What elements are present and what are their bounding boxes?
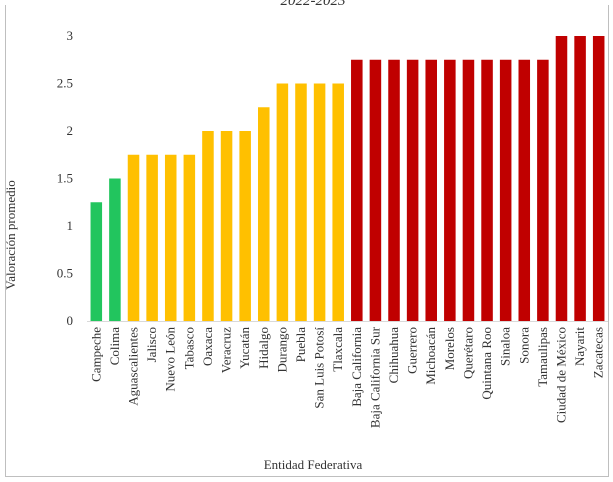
bar	[425, 59, 438, 321]
bar	[164, 154, 177, 321]
x-tick-label: Tabasco	[181, 327, 196, 369]
x-axis-label: Entidad Federativa	[264, 457, 363, 472]
x-tick-label: Michoacán	[423, 327, 438, 385]
x-tick-label: Zacatecas	[591, 327, 606, 378]
x-tick-label: Morelos	[442, 327, 457, 370]
y-axis: 0 0.5 1 1.5 2 2.5 3	[57, 28, 73, 328]
y-tick-label: 3	[67, 28, 74, 43]
bar	[499, 59, 512, 321]
x-tick-label: Baja California Sur	[367, 326, 382, 428]
bar	[537, 59, 549, 321]
bar	[574, 36, 586, 321]
bar	[276, 83, 289, 321]
bar	[90, 202, 103, 321]
y-tick-label: 0	[67, 313, 74, 328]
bar	[351, 59, 363, 321]
x-tick-label: Quintana Roo	[479, 327, 494, 400]
bar	[406, 59, 419, 321]
x-tick-label: Oaxaca	[200, 327, 215, 366]
x-tick-label: Veracruz	[219, 327, 234, 373]
bar	[202, 131, 214, 321]
x-tick-label: Guerrero	[405, 327, 420, 374]
y-tick-label: 1.5	[57, 171, 73, 186]
x-tick-label: Campeche	[88, 327, 103, 382]
chart-title: 2022-2023	[281, 0, 346, 9]
x-tick-label: Sonora	[516, 327, 531, 364]
bar	[146, 154, 158, 321]
bar	[518, 59, 531, 321]
bar	[388, 59, 400, 321]
x-tick-label: Colima	[107, 327, 122, 366]
bar	[257, 107, 270, 321]
bar	[462, 59, 475, 321]
x-tick-label: Durango	[274, 327, 289, 373]
bar	[239, 131, 251, 321]
bar	[183, 154, 196, 321]
x-tick-label: Sinaloa	[498, 327, 513, 366]
x-tick-label: Aguascalientes	[126, 327, 141, 406]
bar	[369, 59, 382, 321]
x-tick-label: Ciudad de México	[553, 327, 568, 423]
y-axis-label: Valoración promedio	[3, 180, 18, 289]
x-tick-label: Yucatán	[237, 327, 252, 369]
x-tick-label: Puebla	[293, 327, 308, 363]
bar	[444, 59, 456, 321]
x-tick-label: Nuevo León	[163, 327, 178, 392]
x-tick-label: Chihuahua	[386, 327, 401, 384]
bars	[90, 36, 605, 321]
x-tick-label: Jalisco	[144, 327, 159, 362]
x-tick-label: Tlaxcala	[330, 327, 345, 372]
x-axis: Campeche Colima Aguascalientes Jalisco Nuevo…	[87, 321, 608, 428]
bar	[109, 178, 121, 321]
x-tick-label: Baja California	[349, 327, 364, 407]
x-tick-label: San Luis Potosí	[312, 327, 327, 409]
bar	[295, 83, 307, 321]
bar	[313, 83, 326, 321]
x-tick-label: Hidalgo	[256, 327, 271, 369]
x-tick-label: Tamaulipas	[535, 327, 550, 387]
y-tick-label: 1	[67, 218, 74, 233]
bar	[220, 131, 233, 321]
bar	[127, 154, 140, 321]
bar	[332, 83, 344, 321]
bar	[481, 59, 493, 321]
y-tick-label: 2	[67, 123, 74, 138]
y-tick-label: 2.5	[57, 76, 73, 91]
bar	[592, 36, 605, 321]
y-tick-label: 0.5	[57, 266, 73, 281]
x-tick-label: Querétaro	[460, 327, 475, 379]
bar	[555, 36, 568, 321]
x-tick-label: Nayarit	[572, 327, 587, 366]
